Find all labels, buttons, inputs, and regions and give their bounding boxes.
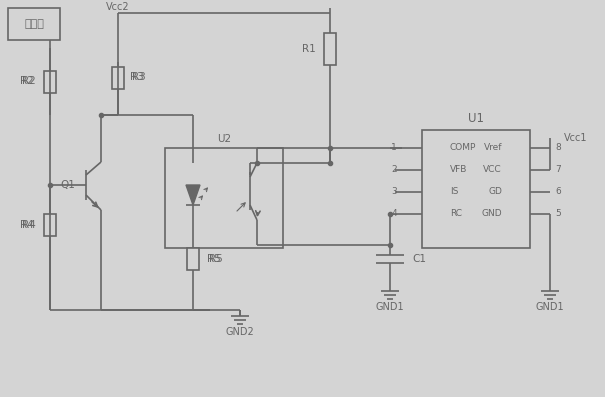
Text: 2: 2: [391, 166, 397, 175]
Bar: [8, 8, 60, 40]
Text: 7: 7: [555, 166, 561, 175]
Text: VFB: VFB: [450, 166, 468, 175]
Text: R4: R4: [22, 220, 36, 230]
Bar: [44, 214, 56, 236]
Text: COMP: COMP: [450, 143, 476, 152]
Text: R5: R5: [209, 254, 223, 264]
Text: 6: 6: [555, 187, 561, 197]
Text: Vcc2: Vcc2: [106, 2, 130, 12]
Text: 5: 5: [555, 210, 561, 218]
Text: R1: R1: [302, 44, 316, 54]
Polygon shape: [186, 185, 200, 205]
Bar: [187, 248, 199, 270]
Text: R3: R3: [130, 72, 144, 82]
Text: U1: U1: [468, 112, 484, 125]
Text: R5: R5: [207, 254, 221, 264]
Text: GD: GD: [488, 187, 502, 197]
Bar: [112, 67, 124, 89]
Bar: [324, 33, 336, 65]
Text: Vref: Vref: [483, 143, 502, 152]
Text: GND: GND: [482, 210, 502, 218]
Text: RC: RC: [450, 210, 462, 218]
Text: GND1: GND1: [376, 302, 404, 312]
Text: IS: IS: [450, 187, 459, 197]
Text: Vcc1: Vcc1: [564, 133, 587, 143]
Bar: [422, 130, 530, 248]
Text: 单片机: 单片机: [24, 19, 44, 29]
Text: 1: 1: [391, 143, 397, 152]
Text: R4: R4: [20, 220, 34, 230]
Text: Q1: Q1: [60, 180, 75, 190]
Bar: [44, 71, 56, 93]
Text: VCC: VCC: [483, 166, 502, 175]
Text: U2: U2: [217, 134, 231, 144]
Bar: [165, 148, 283, 248]
Text: R2: R2: [20, 76, 34, 86]
Text: C1: C1: [412, 254, 426, 264]
Text: GND1: GND1: [535, 302, 564, 312]
Text: 4: 4: [391, 210, 397, 218]
Text: GND2: GND2: [226, 327, 254, 337]
Text: 8: 8: [555, 143, 561, 152]
Text: R2: R2: [22, 77, 36, 87]
Text: R3: R3: [132, 73, 146, 83]
Text: 3: 3: [391, 187, 397, 197]
